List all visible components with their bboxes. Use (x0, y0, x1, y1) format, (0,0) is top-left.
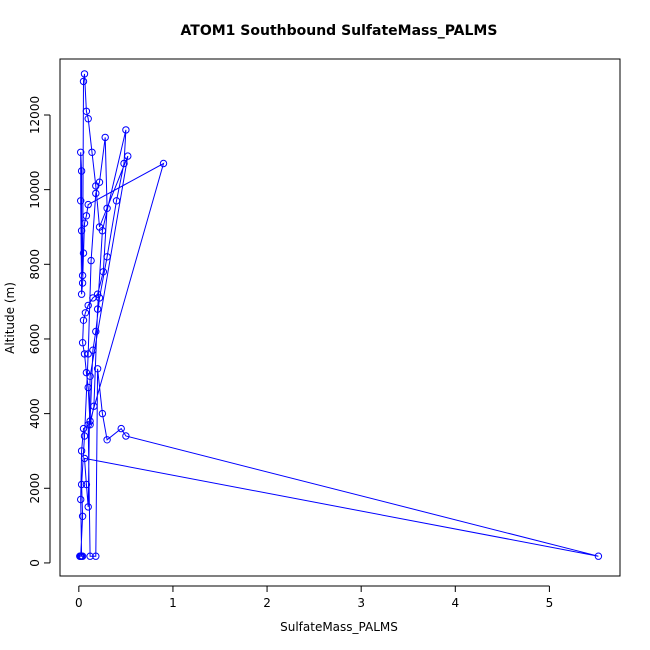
y-tick-label: 12000 (28, 96, 42, 134)
data-point (84, 421, 92, 429)
data-point (80, 70, 89, 78)
data-point (77, 447, 86, 455)
data-point (78, 512, 87, 520)
x-tick-label: 3 (357, 596, 365, 610)
data-point (86, 421, 94, 429)
data-point (122, 126, 130, 134)
data-point (80, 454, 89, 463)
data-point (77, 167, 86, 175)
data-point (86, 372, 94, 380)
data-point (86, 552, 94, 560)
data-point (78, 552, 87, 560)
x-tick-label: 4 (451, 596, 459, 610)
data-point (77, 290, 86, 298)
data-point (79, 77, 88, 86)
y-tick-label: 0 (28, 559, 42, 567)
data-point (594, 552, 603, 560)
data-point (103, 436, 111, 444)
data-point (99, 268, 108, 276)
series-line (79, 73, 599, 557)
data-point (79, 424, 88, 433)
data-point (84, 350, 92, 358)
y-axis: 0 2000 4000 6000 8000 10000 12000 (28, 96, 51, 567)
data-point (82, 107, 91, 116)
data-point (92, 327, 100, 336)
data-point (80, 432, 89, 440)
y-tick-label: 4000 (28, 398, 42, 429)
data-point (77, 227, 86, 235)
data-point (76, 552, 84, 560)
data-point (101, 133, 109, 142)
y-tick-label: 8000 (28, 249, 42, 280)
data-point (93, 290, 102, 298)
data-point (90, 402, 98, 410)
data-point (79, 249, 88, 257)
y-tick-label: 2000 (28, 473, 42, 504)
data-point (103, 204, 111, 213)
y-tick-label: 6000 (28, 324, 42, 355)
data-point (80, 350, 89, 358)
data-point (92, 189, 100, 198)
data-point (98, 409, 107, 418)
x-axis-label: SulfateMass_PALMS (280, 620, 398, 634)
data-point (89, 346, 97, 354)
data-point (95, 294, 104, 302)
data-point (82, 212, 91, 220)
data-point (77, 495, 85, 504)
data-point (84, 301, 92, 310)
data-point (82, 480, 91, 489)
plot-area-frame (59, 58, 621, 577)
data-point (79, 316, 88, 324)
data-point (81, 309, 90, 317)
data-point (84, 200, 92, 209)
data-point (87, 256, 95, 265)
data-point (95, 223, 104, 231)
series-layer (76, 70, 603, 560)
data-point (84, 115, 92, 123)
data-point (103, 253, 111, 261)
data-point (159, 159, 168, 168)
data-point (84, 503, 92, 511)
data-point (124, 152, 132, 160)
data-point (77, 480, 86, 489)
data-point (82, 368, 91, 377)
x-tick-label: 2 (263, 596, 271, 610)
data-point (78, 271, 87, 280)
data-point (92, 552, 100, 560)
data-point (77, 148, 85, 157)
data-point (112, 197, 121, 205)
chart-title: ATOM1 Southbound SulfateMass_PALMS (181, 23, 498, 39)
x-tick-label: 5 (546, 596, 554, 610)
x-tick-label: 1 (169, 596, 177, 610)
data-point (117, 424, 125, 433)
data-point (92, 182, 100, 190)
data-point (95, 178, 104, 186)
data-point (78, 339, 87, 347)
x-tick-label: 0 (75, 596, 83, 610)
data-point (88, 148, 96, 157)
y-tick-label: 10000 (28, 171, 42, 209)
y-axis-label: Altitude (m) (3, 282, 17, 354)
data-point (93, 365, 102, 373)
data-point (122, 432, 130, 440)
data-point (77, 197, 85, 205)
data-point (86, 417, 94, 425)
data-point (78, 279, 87, 287)
data-point (80, 219, 89, 227)
data-point (84, 383, 92, 392)
data-point (93, 305, 102, 313)
data-point (120, 159, 128, 168)
x-axis: 0 1 2 3 4 5 (75, 585, 554, 610)
